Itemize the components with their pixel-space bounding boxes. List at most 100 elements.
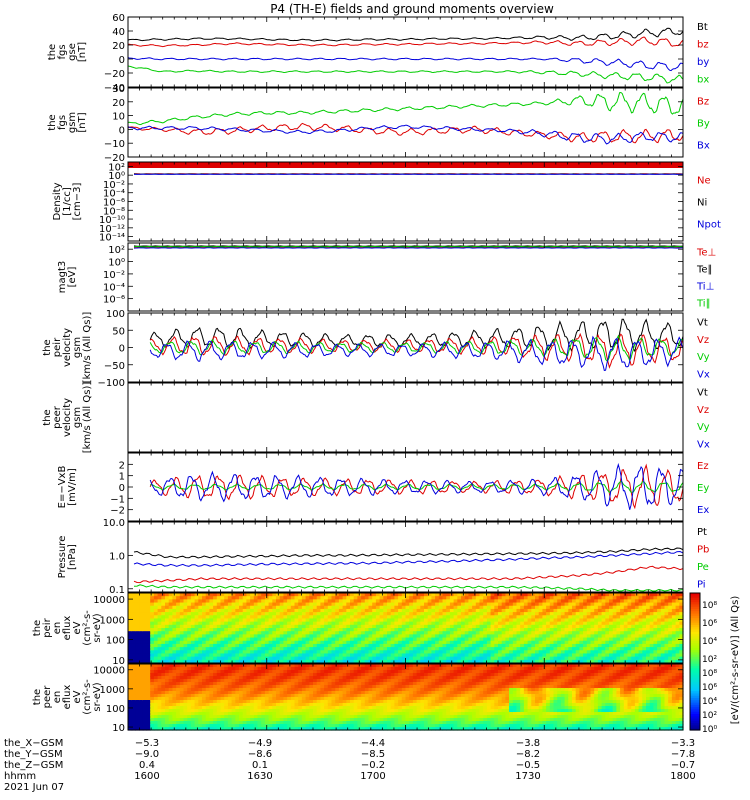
heatmap-cell	[216, 724, 222, 728]
heatmap-cell	[679, 640, 684, 645]
heatmap-cell	[205, 624, 210, 629]
heatmap-cell	[283, 659, 288, 664]
heatmap-cell	[128, 599, 133, 604]
heatmap-cell	[342, 624, 347, 629]
heatmap-cell	[216, 676, 222, 680]
heatmap-cell	[424, 634, 429, 639]
y-axis-label: the	[42, 339, 53, 355]
heatmap-cell	[316, 647, 321, 651]
heatmap-cell	[150, 615, 155, 620]
heatmap-cell	[583, 634, 588, 639]
heatmap-cell	[216, 631, 222, 635]
heatmap-cell	[235, 634, 240, 639]
heatmap-cell	[287, 634, 292, 639]
heatmap-cell	[512, 647, 518, 651]
heatmap-cell	[568, 631, 573, 635]
heatmap-cell	[427, 656, 432, 661]
y-tick-label: 20	[112, 41, 125, 52]
heatmap-cell	[420, 602, 425, 607]
heatmap-cell	[202, 618, 207, 623]
heatmap-cell	[435, 650, 440, 655]
heatmap-cell	[205, 706, 210, 710]
heatmap-cell	[505, 634, 510, 639]
heatmap-cell	[131, 718, 136, 722]
heatmap-cell	[324, 653, 329, 658]
heatmap-cell	[401, 647, 407, 651]
heatmap-cell	[660, 653, 666, 658]
heatmap-cell	[224, 596, 229, 600]
heatmap-cell	[379, 659, 384, 664]
heatmap-cell	[179, 703, 185, 707]
heatmap-cell	[427, 647, 432, 651]
heatmap-cell	[446, 596, 451, 600]
heatmap-cell	[509, 656, 514, 661]
heatmap-cell	[224, 612, 229, 616]
heatmap-cell	[261, 599, 266, 604]
heatmap-cell	[194, 676, 199, 680]
heatmap-cell	[276, 605, 281, 610]
heatmap-cell	[579, 653, 584, 658]
heatmap-cell	[553, 640, 558, 645]
heatmap-cell	[150, 599, 155, 604]
legend-entry: Pt	[697, 527, 707, 538]
heatmap-cell	[420, 628, 425, 632]
heatmap-cell	[627, 612, 632, 616]
heatmap-cell	[575, 628, 580, 632]
heatmap-cell	[560, 650, 566, 655]
heatmap-cell	[242, 653, 247, 658]
heatmap-cell	[416, 612, 421, 616]
heatmap-cell	[575, 631, 580, 635]
y-tick-label: 60	[112, 13, 125, 24]
heatmap-cell	[634, 643, 640, 648]
heatmap-cell	[309, 612, 314, 616]
heatmap-cell	[416, 608, 421, 613]
heatmap-cell	[179, 605, 185, 610]
heatmap-cell	[512, 596, 518, 600]
heatmap-cell	[283, 615, 288, 620]
heatmap-cell	[161, 700, 166, 704]
heatmap-cell	[287, 599, 292, 604]
heatmap-cell	[139, 706, 144, 710]
heatmap-cell	[205, 676, 210, 680]
heatmap-cell	[416, 640, 421, 645]
heatmap-cell	[253, 634, 259, 639]
heatmap-cell	[213, 602, 218, 607]
heatmap-cell	[553, 643, 558, 648]
heatmap-cell	[183, 596, 188, 600]
heatmap-cell	[535, 647, 540, 651]
heatmap-cell	[301, 618, 307, 623]
heatmap-cell	[301, 634, 307, 639]
heatmap-cell	[202, 694, 207, 698]
heatmap-cell	[165, 673, 170, 677]
heatmap-cell	[220, 593, 225, 597]
heatmap-cell	[320, 593, 325, 597]
heatmap-cell	[187, 612, 192, 616]
heatmap-cell	[153, 624, 159, 629]
heatmap-cell	[560, 612, 566, 616]
heatmap-cell	[327, 621, 333, 626]
heatmap-cell	[187, 700, 192, 704]
heatmap-cell	[653, 596, 658, 600]
heatmap-cell	[165, 640, 170, 645]
heatmap-cell	[176, 700, 181, 704]
heatmap-cell	[520, 602, 525, 607]
heatmap-cell	[405, 602, 410, 607]
heatmap-cell	[205, 694, 210, 698]
heatmap-cell	[327, 596, 333, 600]
heatmap-cell	[268, 624, 273, 629]
heatmap-cell	[472, 596, 477, 600]
heatmap-cell	[179, 724, 185, 728]
heatmap-cell	[387, 650, 392, 655]
heatmap-cell	[546, 650, 551, 655]
heatmap-cell	[475, 593, 481, 597]
heatmap-cell	[479, 593, 484, 597]
heatmap-cell	[357, 599, 362, 604]
heatmap-cell	[257, 612, 262, 616]
heatmap-cell	[235, 628, 240, 632]
y-axis-label: peir	[42, 617, 53, 637]
heatmap-cell	[442, 596, 447, 600]
heatmap-cell	[586, 637, 592, 642]
heatmap-cell	[575, 656, 580, 661]
heatmap-cell	[216, 615, 222, 620]
heatmap-cell	[305, 599, 310, 604]
